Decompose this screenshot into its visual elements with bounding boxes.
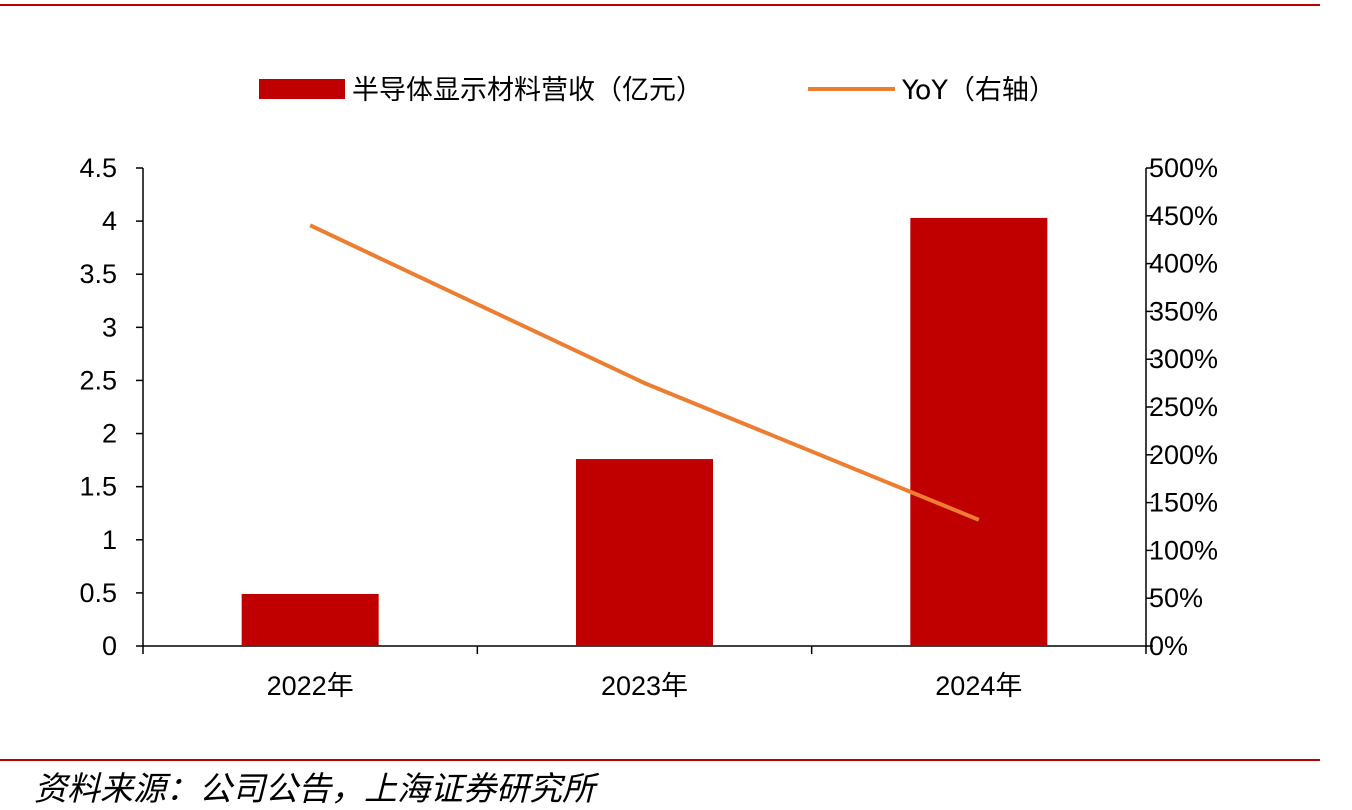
right-tick-label: 0%	[1149, 631, 1188, 661]
source-note: 资料来源：公司公告，上海证券研究所	[34, 769, 595, 808]
left-tick-label: 2.5	[79, 365, 117, 395]
x-tick-label: 2022年	[267, 671, 354, 701]
bottom-rule	[0, 759, 1320, 761]
right-tick-label: 100%	[1149, 535, 1218, 565]
right-tick-label: 450%	[1149, 201, 1218, 231]
right-tick-label: 400%	[1149, 249, 1218, 279]
yoy-line-group	[309, 223, 980, 522]
legend-label-yoy: YoY（右轴）	[901, 75, 1056, 106]
revenue-bar	[241, 593, 379, 646]
x-tick-label: 2024年	[935, 671, 1022, 701]
left-tick-label: 0.5	[79, 578, 117, 608]
right-tick-label: 200%	[1149, 440, 1218, 470]
left-tick-label: 3	[102, 312, 117, 342]
right-tick-label: 150%	[1149, 488, 1218, 518]
left-tick-label: 1	[102, 525, 117, 555]
right-tick-label: 300%	[1149, 344, 1218, 374]
legend-swatch-revenue	[259, 79, 345, 99]
legend: 半导体显示材料营收（亿元） YoY（右轴）	[259, 75, 1056, 106]
left-tick-label: 2	[102, 419, 117, 449]
revenue-bar	[910, 217, 1048, 646]
right-tick-label: 500%	[1149, 153, 1218, 183]
left-tick-label: 4.5	[79, 153, 117, 183]
right-tick-label: 250%	[1149, 392, 1218, 422]
bars	[241, 217, 1048, 646]
left-tick-label: 0	[102, 631, 117, 661]
x-tick-label: 2023年	[601, 671, 688, 701]
yoy-line	[309, 223, 980, 522]
right-tick-label: 350%	[1149, 296, 1218, 326]
left-tick-label: 4	[102, 206, 117, 236]
tick-labels: 0 0.5 1 1.5 2 2.5 3 3.5 4 4.5 0% 50% 100% 150% 200% 250…	[79, 153, 1218, 701]
legend-label-revenue: 半导体显示材料营收（亿元）	[352, 75, 703, 106]
left-tick-label: 3.5	[79, 259, 117, 289]
revenue-bar	[576, 459, 713, 646]
left-tick-label: 1.5	[79, 472, 117, 502]
top-rule	[0, 4, 1320, 6]
right-tick-label: 50%	[1149, 583, 1203, 613]
chart: 半导体显示材料营收（亿元） YoY（右轴） 0 0.5 1 1.5 2 2.5 3 3.5 4 4…	[79, 75, 1218, 701]
